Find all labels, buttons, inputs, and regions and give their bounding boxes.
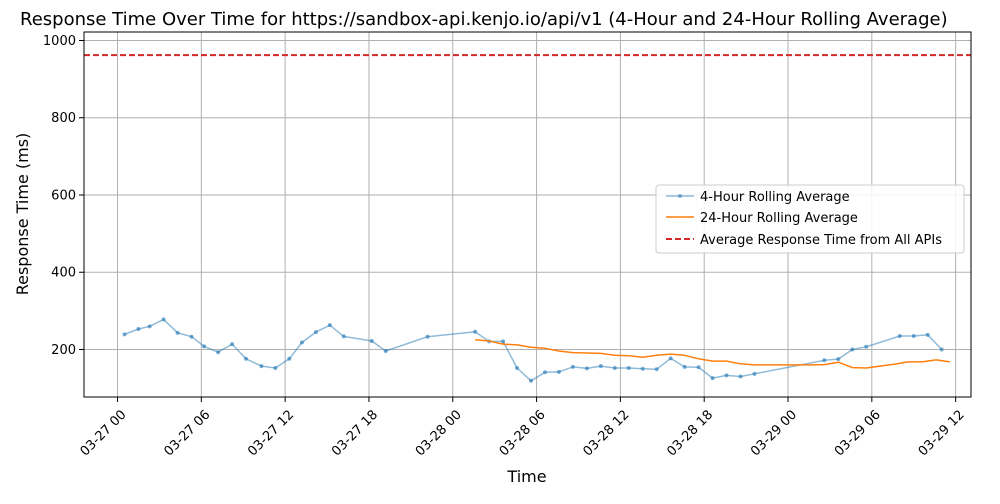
data-point-4h [287, 356, 292, 361]
x-tick-label: 03-27 06 [161, 407, 213, 459]
data-point-4h [259, 364, 264, 369]
data-point-4h [556, 369, 561, 374]
series-line-24h [475, 339, 951, 369]
data-point-4h [161, 317, 166, 322]
legend-box [655, 184, 965, 254]
data-point-4h [668, 356, 673, 361]
y-tick-label: 800 [51, 111, 76, 126]
series-layer [84, 54, 971, 383]
data-point-4h [897, 333, 902, 338]
y-tick-label: 200 [51, 343, 76, 358]
legend-marker-4h [678, 194, 682, 198]
data-point-4h [822, 358, 827, 363]
data-point-4h [542, 370, 547, 375]
data-point-4h [216, 350, 221, 355]
data-point-4h [626, 366, 631, 371]
data-point-4h [425, 334, 430, 339]
x-tick-label: 03-27 12 [245, 407, 297, 459]
legend-label-avg: Average Response Time from All APIs [700, 233, 942, 248]
data-point-4h [864, 344, 869, 349]
data-point-4h [925, 332, 930, 337]
data-point-4h [598, 364, 603, 369]
data-point-4h [230, 342, 235, 347]
data-point-4h [850, 347, 855, 352]
data-point-4h [273, 366, 278, 371]
data-point-4h [654, 367, 659, 372]
data-point-4h [515, 366, 520, 371]
legend: 4-Hour Rolling Average 24-Hour Rolling A… [655, 184, 965, 254]
x-tick-label: 03-28 12 [581, 407, 633, 459]
data-point-4h [710, 376, 715, 381]
data-point-4h [189, 334, 194, 339]
x-tick-label: 03-28 18 [664, 407, 716, 459]
data-point-4h [570, 364, 575, 369]
data-point-4h [584, 366, 589, 371]
data-point-4h [122, 332, 127, 337]
data-point-4h [147, 324, 152, 329]
data-point-4h [724, 373, 729, 378]
legend-label-4h: 4-Hour Rolling Average [700, 190, 850, 205]
y-tick-label: 600 [51, 188, 76, 203]
data-point-4h [369, 338, 374, 343]
legend-label-24h: 24-Hour Rolling Average [700, 211, 858, 226]
x-tick-label: 03-28 00 [413, 407, 465, 459]
x-tick-label: 03-27 18 [329, 407, 381, 459]
x-axis-label: Time [506, 467, 546, 486]
data-point-4h [612, 366, 617, 371]
data-point-4h [244, 356, 249, 361]
y-tick-label: 1000 [43, 34, 76, 49]
data-point-4h [175, 330, 180, 335]
data-point-4h [752, 371, 757, 376]
data-point-4h [202, 344, 207, 349]
x-tick-label: 03-29 00 [748, 407, 800, 459]
y-axis-label: Response Time (ms) [13, 133, 32, 296]
data-point-4h [682, 364, 687, 369]
data-point-4h [738, 374, 743, 379]
data-point-4h [299, 340, 304, 345]
data-point-4h [473, 329, 478, 334]
data-point-4h [911, 333, 916, 338]
plot-frame [83, 31, 972, 398]
x-tick-label: 03-28 06 [497, 407, 549, 459]
data-point-4h [313, 330, 318, 335]
data-point-4h [501, 339, 506, 344]
data-point-4h [640, 366, 645, 371]
x-tick-label: 03-29 12 [916, 407, 968, 459]
x-tick-label: 03-27 00 [78, 407, 130, 459]
data-point-4h [696, 365, 701, 370]
data-point-4h [836, 357, 841, 362]
data-point-4h [939, 347, 944, 352]
data-point-4h [327, 323, 332, 328]
data-point-4h [528, 378, 533, 383]
data-point-4h [136, 327, 141, 332]
data-point-4h [383, 349, 388, 354]
y-tick-label: 400 [51, 266, 76, 281]
chart-title: Response Time Over Time for https://sand… [20, 9, 948, 30]
data-point-4h [341, 334, 346, 339]
x-tick-label: 03-29 06 [832, 407, 884, 459]
